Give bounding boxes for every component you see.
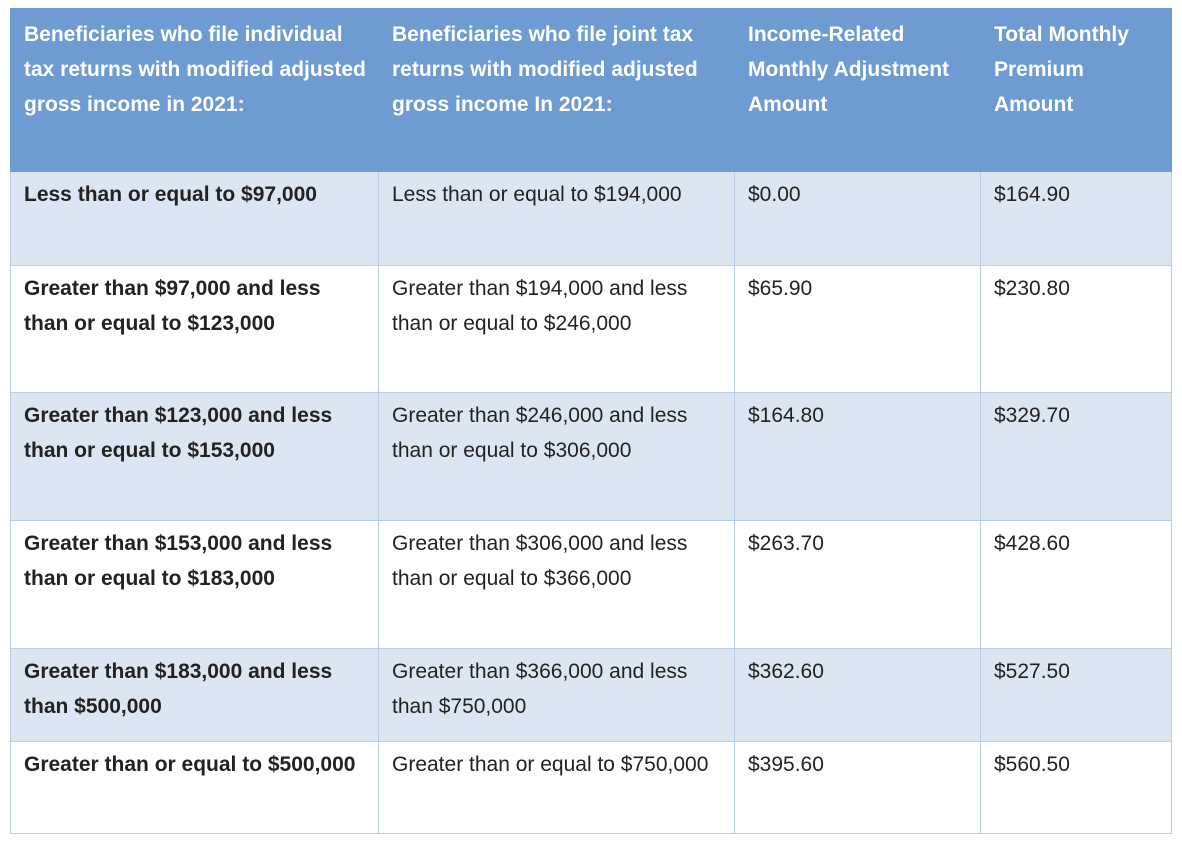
table-cell: Greater than $246,000 and less than or e… [378,392,735,521]
table-cell: $560.50 [980,741,1172,834]
table-row: Greater than $97,000 and less than or eq… [10,265,1172,393]
header-cell: Beneficiaries who file individual tax re… [10,8,379,172]
table-cell: $428.60 [980,520,1172,649]
table-cell: $230.80 [980,265,1172,393]
table-cell: Greater than $97,000 and less than or eq… [10,265,379,393]
table-cell: Less than or equal to $194,000 [378,171,735,266]
table-cell: $164.80 [734,392,981,521]
table-body: Less than or equal to $97,000 Less than o… [10,171,1172,834]
table-cell: Less than or equal to $97,000 [10,171,379,266]
table-header: Beneficiaries who file individual tax re… [10,8,1172,172]
table-row: Greater than or equal to $500,000 Greater… [10,741,1172,834]
premium-table: Beneficiaries who file individual tax re… [10,8,1172,834]
table-cell: $65.90 [734,265,981,393]
table-cell: Greater than or equal to $750,000 [378,741,735,834]
table-cell: Greater than $153,000 and less than or e… [10,520,379,649]
table-cell: Greater than $306,000 and less than or e… [378,520,735,649]
table-cell: $164.90 [980,171,1172,266]
table-cell: $527.50 [980,648,1172,742]
header-cell: Total Monthly Premium Amount [980,8,1172,172]
table-cell: Greater than $183,000 and less than $500… [10,648,379,742]
header-row: Beneficiaries who file individual tax re… [10,8,1172,172]
table-cell: Greater than $194,000 and less than or e… [378,265,735,393]
header-cell: Beneficiaries who file joint tax returns… [378,8,735,172]
header-cell: Income-Related Monthly Adjustment Amount [734,8,981,172]
table-row: Greater than $183,000 and less than $500… [10,648,1172,742]
table-cell: Greater than $366,000 and less than $750… [378,648,735,742]
table-cell: $263.70 [734,520,981,649]
table-row: Less than or equal to $97,000 Less than o… [10,171,1172,266]
table-cell: $362.60 [734,648,981,742]
table-cell: Greater than $123,000 and less than or e… [10,392,379,521]
table-row: Greater than $153,000 and less than or e… [10,520,1172,649]
table-cell: Greater than or equal to $500,000 [10,741,379,834]
table-cell: $0.00 [734,171,981,266]
table-row: Greater than $123,000 and less than or e… [10,392,1172,521]
table-cell: $395.60 [734,741,981,834]
table-cell: $329.70 [980,392,1172,521]
